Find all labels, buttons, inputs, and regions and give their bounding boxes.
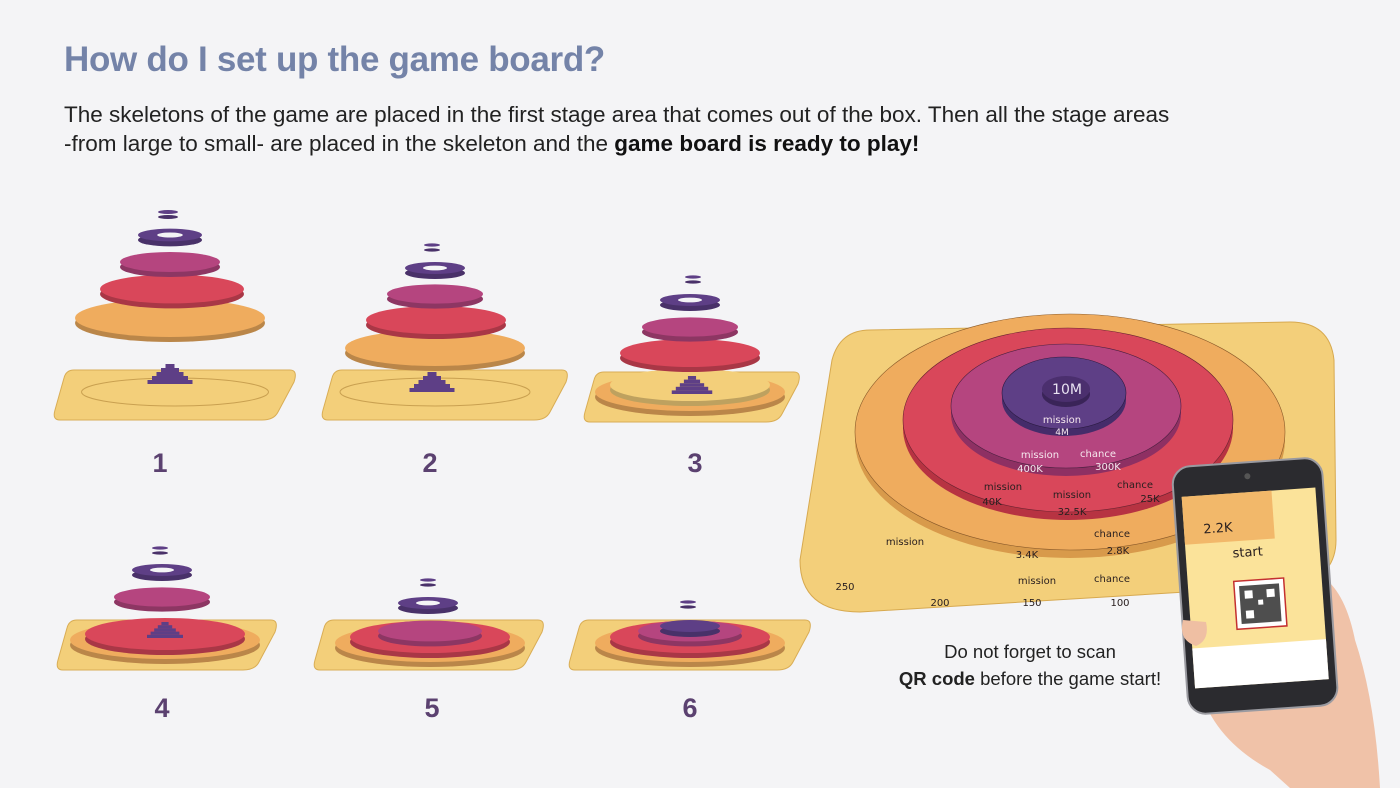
caption-line-1: Do not forget to scan [944, 641, 1116, 662]
setup-step-3-illustration [583, 275, 800, 423]
intro-bold: game board is ready to play! [614, 131, 920, 156]
board-label: 100 [1110, 598, 1129, 609]
setup-step-2-illustration [321, 243, 568, 421]
board-label: 200 [930, 598, 949, 609]
setup-step-4-illustration [56, 546, 277, 671]
board-label: mission [1043, 415, 1081, 426]
board-label: mission [886, 537, 924, 548]
intro-line-2: -from large to small- are placed in the … [64, 131, 615, 156]
board-label: 40K [982, 497, 1002, 508]
setup-step-6-illustration [568, 600, 811, 671]
caption-bold: QR code [898, 668, 975, 689]
intro-text: The skeletons of the game are placed in … [64, 100, 1364, 158]
caption-line-2: before the game start! [974, 668, 1162, 689]
step-number-6: 6 [682, 693, 698, 723]
board-label: 4M [1055, 428, 1069, 438]
page-title: How do I set up the game board? [64, 40, 606, 79]
board-label: chance [1094, 574, 1130, 585]
board-label: 400K [1017, 464, 1043, 475]
step-number-4: 4 [154, 693, 170, 723]
phone-value: 2.2K [1203, 520, 1234, 537]
board-label: chance [1117, 480, 1153, 491]
step-number-5: 5 [424, 693, 440, 723]
board-label: mission [1021, 450, 1059, 461]
setup-step-5-illustration [313, 578, 544, 671]
step-number-2: 2 [422, 448, 438, 478]
hand-holding-phone: 2.2K start [1171, 457, 1380, 788]
step-number-3: 3 [687, 448, 703, 478]
board-label: 250 [835, 582, 854, 593]
phone-start: start [1232, 544, 1263, 561]
step-number-1: 1 [152, 448, 168, 478]
board-label: 150 [1022, 598, 1041, 609]
qr-code-icon [1232, 577, 1288, 631]
setup-step-1-illustration [53, 210, 296, 421]
intro-line-1: The skeletons of the game are placed in … [64, 102, 1170, 127]
board-label: mission [984, 482, 1022, 493]
board-label: mission [1018, 576, 1056, 587]
board-label: 300K [1095, 462, 1121, 473]
board-center-label: 10M [1052, 382, 1082, 398]
board-label: chance [1080, 449, 1116, 460]
board-label: 3.4K [1016, 550, 1039, 561]
board-label: 32.5K [1058, 507, 1087, 518]
board-label: chance [1094, 529, 1130, 540]
board-label: 25K [1140, 494, 1160, 505]
board-label: 2.8K [1107, 546, 1130, 557]
qr-reminder-caption: Do not forget to scan QR code before the… [860, 638, 1200, 692]
board-label: mission [1053, 490, 1091, 501]
